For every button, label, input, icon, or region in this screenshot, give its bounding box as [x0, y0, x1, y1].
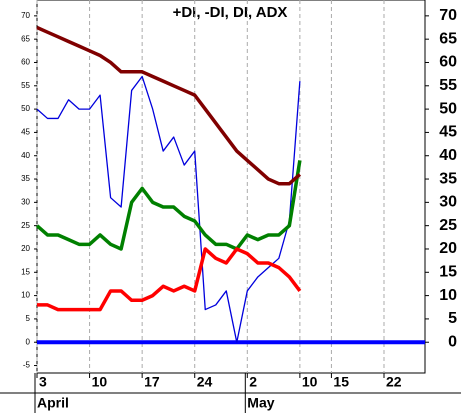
- y2-tick-label: 20: [439, 240, 457, 257]
- y-tick-label: 5: [26, 314, 31, 323]
- x-tick-label: 24: [197, 374, 213, 390]
- y-tick-label: 70: [21, 11, 30, 20]
- y2-tick-label: 25: [439, 217, 457, 234]
- y2-tick-label: 10: [439, 287, 457, 304]
- series-line: [36, 25, 302, 186]
- x-tick-label: 2: [249, 374, 257, 390]
- y-tick-label: 35: [21, 174, 30, 183]
- series-line: [37, 247, 302, 312]
- y2-tick-label: 30: [439, 194, 457, 211]
- y-tick-label: 30: [21, 197, 30, 206]
- x-tick-label: 15: [333, 374, 349, 390]
- y-tick-label: 55: [21, 81, 30, 90]
- x-tick-label: 10: [92, 374, 108, 390]
- y2-tick-label: 50: [439, 100, 457, 117]
- y2-tick-label: 0: [448, 333, 457, 350]
- y2-tick-label: 15: [439, 264, 457, 281]
- chart-title: +DI, -DI, DI, ADX: [173, 4, 288, 21]
- x-tick-label: 3: [39, 374, 47, 390]
- y2-tick-label: 40: [439, 147, 457, 164]
- y-tick-label: 20: [21, 244, 30, 253]
- y-tick-label: 0: [26, 337, 31, 346]
- x-tick-label: 17: [144, 374, 160, 390]
- series-line: [36, 75, 301, 343]
- y2-tick-label: 5: [448, 310, 457, 327]
- y-tick-label: 10: [21, 291, 30, 300]
- y-tick-label: 40: [21, 151, 30, 160]
- y2-tick-label: 65: [439, 30, 457, 47]
- y2-tick-label: 55: [439, 77, 457, 94]
- y-tick-label: 50: [21, 104, 30, 113]
- y2-tick-label: 70: [439, 7, 457, 24]
- y2-tick-label: 45: [439, 124, 457, 141]
- y-tick-label: 60: [21, 58, 30, 67]
- y-tick-label: 25: [21, 221, 30, 230]
- y-tick-label: -5: [23, 361, 31, 370]
- y2-tick-label: 35: [439, 170, 457, 187]
- month-label: April: [37, 395, 69, 411]
- series-line: [35, 160, 302, 251]
- y-tick-label: 65: [21, 34, 30, 43]
- y2-tick-label: 60: [439, 54, 457, 71]
- y-tick-label: 45: [21, 128, 30, 137]
- y-tick-label: 15: [21, 267, 30, 276]
- x-tick-label: 22: [386, 374, 402, 390]
- month-label: May: [247, 395, 274, 411]
- x-tick-label: 10: [302, 374, 318, 390]
